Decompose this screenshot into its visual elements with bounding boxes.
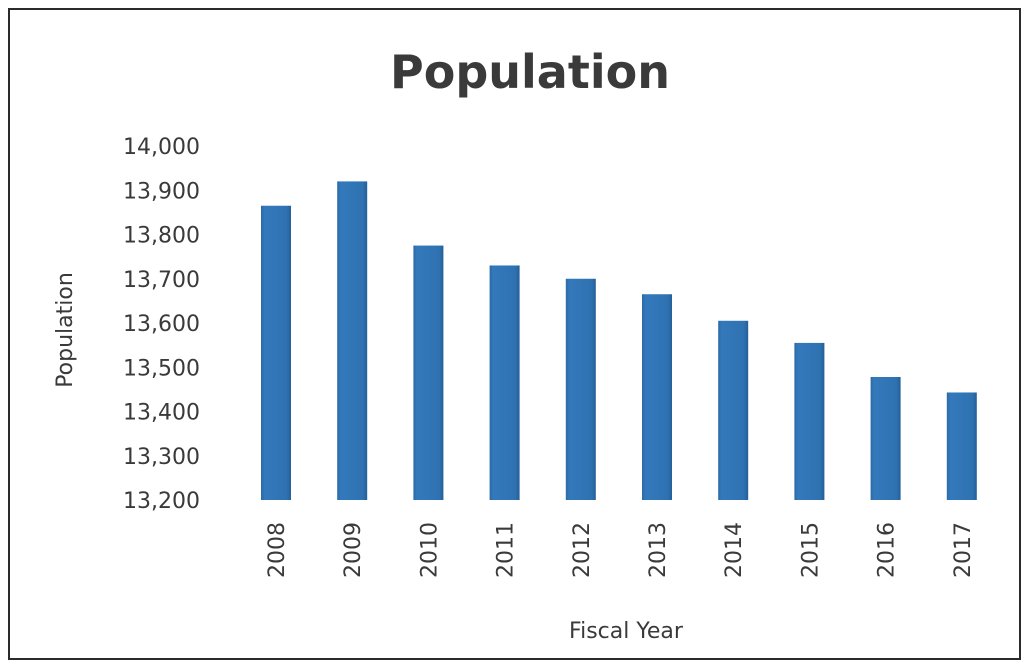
x-tick-label: 2010 [417,522,442,578]
x-tick-label: 2012 [570,522,595,578]
y-tick-label: 13,600 [123,312,200,337]
y-tick-label: 13,300 [123,445,200,470]
bar-2016 [870,376,901,500]
bar-2015 [794,342,825,500]
x-tick-label: 2008 [265,522,290,578]
x-axis-ticks: 2008 2009 2010 2011 2012 2013 2014 2015 2016 2017 [265,522,976,578]
x-tick-label: 2013 [646,522,671,578]
bar-2008 [261,205,291,501]
bar-2011 [489,265,520,500]
bar-2017 [946,392,977,500]
y-tick-label: 13,900 [123,179,200,204]
x-tick-label: 2017 [951,522,976,578]
x-axis-label: Fiscal Year [569,619,684,644]
y-tick-label: 13,200 [123,489,200,514]
y-tick-label: 13,800 [123,224,200,249]
x-tick-label: 2009 [341,522,366,578]
bar-2014 [718,320,749,500]
y-tick-label: 13,500 [123,356,200,381]
bar-2013 [642,294,672,500]
bar-2009 [337,181,368,500]
y-axis-ticks: 14,000 13,900 13,800 13,700 13,600 13,500 13,4… [123,135,200,514]
bar-2012 [565,278,596,500]
y-tick-label: 13,400 [123,401,200,426]
y-tick-label: 14,000 [123,135,200,160]
chart-frame: Population Population Fiscal Year 14,000… [8,8,1021,660]
chart-title: Population [390,45,670,99]
x-tick-label: 2015 [798,522,823,578]
y-axis-label: Population [53,272,78,388]
x-tick-label: 2014 [722,522,747,578]
x-tick-label: 2011 [494,522,519,578]
x-tick-label: 2016 [875,522,900,578]
y-tick-label: 13,700 [123,268,200,293]
bar-2010 [413,245,444,500]
bars [261,181,977,501]
bar-chart: Population Population Fiscal Year 14,000… [53,45,977,644]
